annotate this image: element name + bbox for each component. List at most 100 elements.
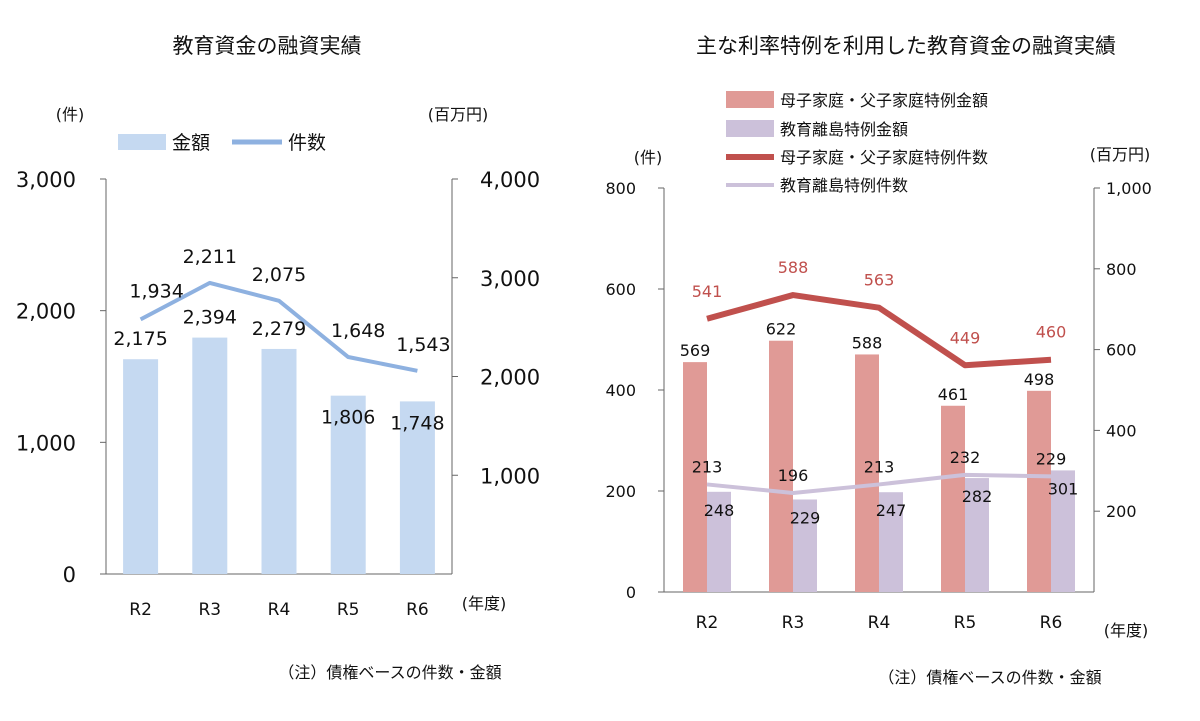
chart-1-right-tick-label: 1,000	[480, 464, 540, 488]
chart-1-count-label: 1,934	[129, 280, 183, 302]
chart-2-island-count-label: 196	[778, 466, 809, 485]
chart-2-island-amount-bar	[793, 499, 817, 592]
chart-2-single-parent-amount-bar	[769, 340, 793, 592]
chart-1-amount-label: 2,279	[252, 318, 306, 340]
chart-1-x-unit: (年度)	[462, 594, 507, 613]
chart-1-left-tick-label: 2,000	[16, 300, 76, 324]
chart-2-island-count-label: 213	[692, 457, 723, 476]
chart-2-island-amount-bar	[965, 478, 989, 592]
chart-2-right-ticks: 200 400 600 800 1,000	[1094, 179, 1152, 521]
chart-1-x-ticks: R2 R3 R4 R5 R6	[129, 600, 428, 620]
chart-2-left-tick-label: 200	[605, 482, 636, 501]
chart-2-right-tick-label: 400	[1106, 421, 1137, 440]
chart-2-x-unit: (年度)	[1104, 621, 1149, 640]
legend-label-amount: 金額	[172, 132, 210, 154]
chart-1-count-label: 1,648	[331, 320, 385, 342]
chart-1-count-line	[139, 280, 418, 373]
chart-1-amount-bar	[261, 348, 297, 574]
chart-1-left-tick-label: 0	[63, 563, 76, 587]
chart-1-amount-label: 2,394	[183, 307, 237, 329]
chart-2-left-tick-label: 600	[605, 280, 636, 299]
chart-1-left-tick-label: 3,000	[16, 168, 76, 192]
chart-2-left-tick-label: 0	[626, 583, 636, 602]
chart-2-single-parent-amount-bar	[1027, 390, 1051, 592]
chart-2-x-tick-label: R5	[954, 613, 977, 633]
chart-2-island-amount-label: 247	[876, 501, 907, 520]
chart-2-single-parent-count-line	[706, 292, 1052, 369]
chart-1-x-tick-label: R4	[268, 600, 291, 620]
chart-1-count-label: 1,543	[396, 334, 450, 356]
chart-2-bars	[683, 340, 1075, 592]
chart-2-island-amount-label: 282	[962, 487, 993, 506]
chart-2-right-tick-label: 200	[1106, 502, 1137, 521]
legend-swatch-single-parent-amount	[726, 91, 774, 108]
chart-2-single-parent-amount-label: 588	[852, 333, 883, 352]
chart-1-legend: 金額 件数	[118, 132, 326, 154]
chart-2-single-parent-amount-label: 461	[938, 385, 969, 404]
chart-2-right-unit: (百万円)	[1090, 145, 1151, 164]
chart-1-amount-bar	[330, 395, 366, 574]
chart-2-single-parent-amount-bar	[683, 362, 707, 592]
chart-1-amount-bar	[123, 359, 159, 574]
legend-label-single-parent-count: 母子家庭・父子家庭特例件数	[780, 148, 988, 167]
chart-2-single-parent-count-label: 449	[950, 328, 981, 347]
chart-1-title: 教育資金の融資実績	[173, 34, 362, 58]
chart-1-right-tick-label: 3,000	[480, 267, 540, 291]
chart-2-island-amount-label: 248	[704, 501, 735, 520]
chart-2-single-parent-amount-label: 622	[766, 320, 797, 339]
chart-2-single-parent-amount-bar	[855, 354, 879, 592]
chart-2-left-tick-label: 400	[605, 381, 636, 400]
chart-1: 教育資金の融資実績 (件) (百万円) 金額 件数 0 1,000 2,000 3,0…	[16, 34, 540, 682]
chart-2-single-parent-count-label: 541	[692, 282, 723, 301]
chart-2-left-ticks: 0 200 400 600 800	[605, 179, 664, 602]
chart-2-island-amount-bar	[707, 491, 731, 592]
chart-1-amount-label: 2,175	[113, 328, 167, 350]
chart-1-count-label: 2,211	[183, 246, 237, 268]
chart-2-single-parent-count-label: 588	[778, 258, 809, 277]
chart-2-title: 主な利率特例を利用した教育資金の融資実績	[696, 34, 1116, 58]
chart-2-island-amount-label: 301	[1048, 479, 1079, 498]
legend-label-single-parent-amount: 母子家庭・父子家庭特例金額	[780, 91, 988, 110]
chart-1-right-unit: (百万円)	[428, 105, 489, 124]
chart-2-island-count-label: 232	[950, 448, 981, 467]
chart-2-left-tick-label: 800	[605, 179, 636, 198]
chart-2-island-count-label: 213	[864, 457, 895, 476]
chart-2-island-amount-bar	[879, 492, 903, 592]
chart-1-x-tick-label: R5	[337, 600, 360, 620]
chart-1-note: （注）債権ベースの件数・金額	[278, 663, 501, 682]
chart-1-right-tick-label: 4,000	[480, 168, 540, 192]
chart-2-single-parent-amount-label: 569	[680, 341, 711, 360]
chart-1-count-label: 2,075	[252, 264, 306, 286]
chart-1-right-ticks: 1,000 2,000 3,000 4,000	[452, 168, 540, 488]
chart-2-single-parent-count-label: 460	[1036, 323, 1067, 342]
chart-2-lines	[706, 292, 1052, 496]
chart-2-x-tick-label: R6	[1040, 613, 1063, 633]
chart-2-x-tick-label: R4	[868, 613, 891, 633]
chart-1-amount-label: 1,806	[321, 407, 375, 429]
chart-2: 主な利率特例を利用した教育資金の融資実績 (件) (百万円) 母子家庭・父子家庭…	[605, 34, 1151, 687]
chart-2-note: （注）債権ベースの件数・金額	[878, 668, 1101, 687]
chart-1-left-ticks: 0 1,000 2,000 3,000	[16, 168, 106, 587]
legend-label-count: 件数	[288, 132, 326, 154]
chart-1-amount-label: 1,748	[390, 412, 444, 434]
chart-1-amount-bar	[399, 401, 435, 574]
chart-2-single-parent-count-label: 563	[864, 271, 895, 290]
chart-2-island-amount-label: 229	[790, 508, 821, 527]
chart-1-x-tick-label: R6	[406, 600, 429, 620]
chart-2-island-count-line	[706, 472, 1052, 496]
chart-2-right-tick-label: 800	[1106, 260, 1137, 279]
chart-1-x-tick-label: R2	[129, 600, 152, 620]
chart-2-data-labels: 569 622 588 461 498 248 229 247 282 301 541 588 563 4…	[680, 258, 1079, 527]
chart-1-left-unit: (件)	[56, 105, 85, 124]
chart-1-amount-bar	[192, 337, 228, 574]
chart-2-x-tick-label: R2	[696, 613, 719, 633]
legend-swatch-island-amount	[726, 120, 774, 137]
chart-2-right-tick-label: 600	[1106, 341, 1137, 360]
chart-2-right-tick-label: 1,000	[1106, 179, 1152, 198]
legend-label-island-count: 教育離島特例件数	[780, 176, 908, 195]
chart-2-left-unit: (件)	[634, 148, 663, 167]
chart-2-legend: 母子家庭・父子家庭特例金額 教育離島特例金額 母子家庭・父子家庭特例件数 教育離…	[726, 91, 988, 195]
legend-label-island-amount: 教育離島特例金額	[780, 120, 908, 139]
